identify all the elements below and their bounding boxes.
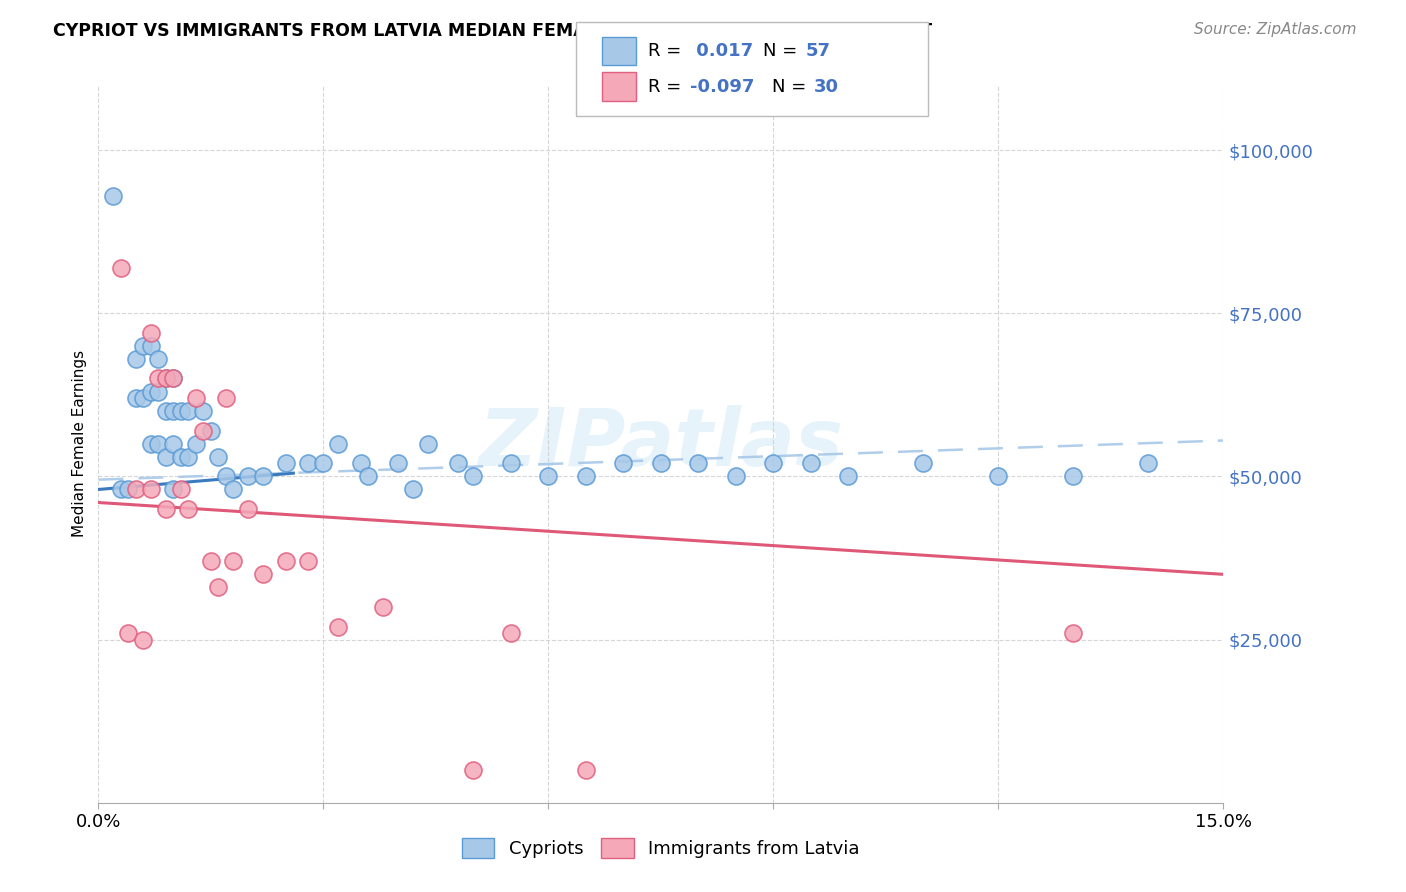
Point — [177, 502, 200, 516]
Point — [297, 456, 319, 470]
Point — [132, 632, 155, 647]
Point — [162, 483, 184, 497]
Point — [148, 436, 170, 450]
Point — [297, 554, 319, 568]
Point — [575, 469, 598, 483]
Point — [148, 384, 170, 399]
Point — [132, 391, 155, 405]
Point — [162, 436, 184, 450]
Point — [537, 469, 560, 483]
Point — [215, 469, 238, 483]
Point — [177, 404, 200, 418]
Point — [1062, 626, 1084, 640]
Point — [499, 626, 522, 640]
Point — [328, 619, 350, 633]
Point — [132, 339, 155, 353]
Point — [274, 554, 297, 568]
Point — [207, 450, 229, 464]
Text: 0.017: 0.017 — [690, 42, 754, 60]
Text: R =: R = — [648, 78, 688, 95]
Point — [499, 456, 522, 470]
Point — [103, 188, 125, 202]
Point — [117, 483, 139, 497]
Point — [463, 763, 485, 777]
Point — [155, 502, 177, 516]
Point — [274, 456, 297, 470]
Point — [357, 469, 380, 483]
Point — [139, 436, 162, 450]
Point — [139, 339, 162, 353]
Point — [328, 436, 350, 450]
Point — [170, 404, 193, 418]
Point — [612, 456, 634, 470]
Point — [1062, 469, 1084, 483]
Point — [252, 469, 274, 483]
Point — [837, 469, 859, 483]
Point — [575, 763, 598, 777]
Point — [139, 326, 162, 340]
Point — [1137, 456, 1160, 470]
Point — [170, 450, 193, 464]
Point — [912, 456, 935, 470]
Text: 57: 57 — [806, 42, 831, 60]
Point — [110, 483, 132, 497]
Point — [688, 456, 710, 470]
Point — [155, 404, 177, 418]
Point — [350, 456, 373, 470]
Point — [312, 456, 335, 470]
Point — [387, 456, 409, 470]
Point — [418, 436, 440, 450]
Text: Source: ZipAtlas.com: Source: ZipAtlas.com — [1194, 22, 1357, 37]
Point — [117, 626, 139, 640]
Point — [215, 391, 238, 405]
Text: 30: 30 — [814, 78, 839, 95]
Point — [252, 567, 274, 582]
Point — [463, 469, 485, 483]
Point — [155, 371, 177, 385]
Point — [148, 351, 170, 366]
Text: R =: R = — [648, 42, 688, 60]
Point — [193, 404, 215, 418]
Point — [800, 456, 823, 470]
Point — [207, 581, 229, 595]
Point — [222, 554, 245, 568]
Point — [139, 384, 162, 399]
Point — [184, 436, 207, 450]
Point — [155, 450, 177, 464]
Point — [373, 599, 395, 614]
Point — [170, 483, 193, 497]
Point — [148, 371, 170, 385]
Point — [238, 469, 260, 483]
Y-axis label: Median Female Earnings: Median Female Earnings — [72, 351, 87, 537]
Point — [162, 371, 184, 385]
Point — [139, 483, 162, 497]
Point — [125, 351, 148, 366]
Legend: Cypriots, Immigrants from Latvia: Cypriots, Immigrants from Latvia — [454, 830, 868, 865]
Point — [987, 469, 1010, 483]
Point — [155, 371, 177, 385]
Point — [125, 391, 148, 405]
Text: ZIPatlas: ZIPatlas — [478, 405, 844, 483]
Point — [177, 450, 200, 464]
Point — [200, 554, 222, 568]
Text: N =: N = — [763, 42, 803, 60]
Text: N =: N = — [772, 78, 811, 95]
Point — [125, 483, 148, 497]
Point — [200, 424, 222, 438]
Point — [162, 371, 184, 385]
Point — [650, 456, 672, 470]
Point — [402, 483, 425, 497]
Point — [110, 260, 132, 275]
Point — [762, 456, 785, 470]
Point — [162, 404, 184, 418]
Point — [222, 483, 245, 497]
Point — [193, 424, 215, 438]
Text: CYPRIOT VS IMMIGRANTS FROM LATVIA MEDIAN FEMALE EARNINGS CORRELATION CHART: CYPRIOT VS IMMIGRANTS FROM LATVIA MEDIAN… — [53, 22, 932, 40]
Point — [184, 391, 207, 405]
Point — [447, 456, 470, 470]
Point — [724, 469, 747, 483]
Point — [238, 502, 260, 516]
Text: -0.097: -0.097 — [690, 78, 755, 95]
